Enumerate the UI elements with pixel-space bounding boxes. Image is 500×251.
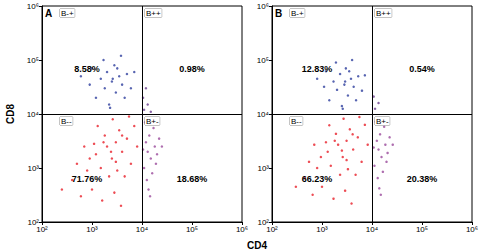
svg-text:10⁴: 10⁴ xyxy=(27,110,40,119)
svg-text:10⁴: 10⁴ xyxy=(136,225,149,234)
svg-text:8.58%: 8.58% xyxy=(74,64,100,74)
svg-text:B++: B++ xyxy=(146,9,161,18)
svg-text:10⁵: 10⁵ xyxy=(186,225,198,234)
svg-text:B-+: B-+ xyxy=(61,9,74,18)
svg-text:10²: 10² xyxy=(257,217,269,227)
svg-text:B+-: B+- xyxy=(376,117,389,126)
svg-text:18.68%: 18.68% xyxy=(177,174,208,184)
svg-text:12.83%: 12.83% xyxy=(302,64,333,74)
svg-text:B--: B-- xyxy=(291,117,302,126)
svg-text:66.23%: 66.23% xyxy=(302,174,333,184)
svg-text:10⁵: 10⁵ xyxy=(257,56,269,65)
svg-text:10⁶: 10⁶ xyxy=(236,225,248,234)
svg-text:B--: B-- xyxy=(61,117,72,126)
svg-text:10⁴: 10⁴ xyxy=(257,110,270,119)
svg-text:10²: 10² xyxy=(27,217,39,227)
svg-text:10⁵: 10⁵ xyxy=(27,56,39,65)
svg-text:10²: 10² xyxy=(36,225,48,234)
svg-text:10³: 10³ xyxy=(27,164,39,173)
svg-text:71.76%: 71.76% xyxy=(72,174,103,184)
svg-text:CD8: CD8 xyxy=(5,104,16,124)
svg-text:B+-: B+- xyxy=(146,117,159,126)
svg-text:A: A xyxy=(45,8,52,19)
svg-text:10⁶: 10⁶ xyxy=(257,2,269,11)
svg-text:B++: B++ xyxy=(376,9,391,18)
svg-text:10⁴: 10⁴ xyxy=(366,225,379,234)
svg-text:10³: 10³ xyxy=(86,225,98,234)
svg-text:10⁶: 10⁶ xyxy=(27,2,39,11)
svg-text:0.98%: 0.98% xyxy=(179,64,205,74)
svg-text:10⁶: 10⁶ xyxy=(466,225,478,234)
svg-text:B: B xyxy=(275,8,282,19)
svg-text:B-+: B-+ xyxy=(291,9,304,18)
svg-text:10⁵: 10⁵ xyxy=(416,225,428,234)
svg-text:20.38%: 20.38% xyxy=(407,174,438,184)
svg-text:CD4: CD4 xyxy=(247,240,267,251)
svg-text:10²: 10² xyxy=(266,225,278,234)
svg-text:10³: 10³ xyxy=(316,225,328,234)
svg-text:0.54%: 0.54% xyxy=(409,64,435,74)
svg-text:10³: 10³ xyxy=(257,164,269,173)
